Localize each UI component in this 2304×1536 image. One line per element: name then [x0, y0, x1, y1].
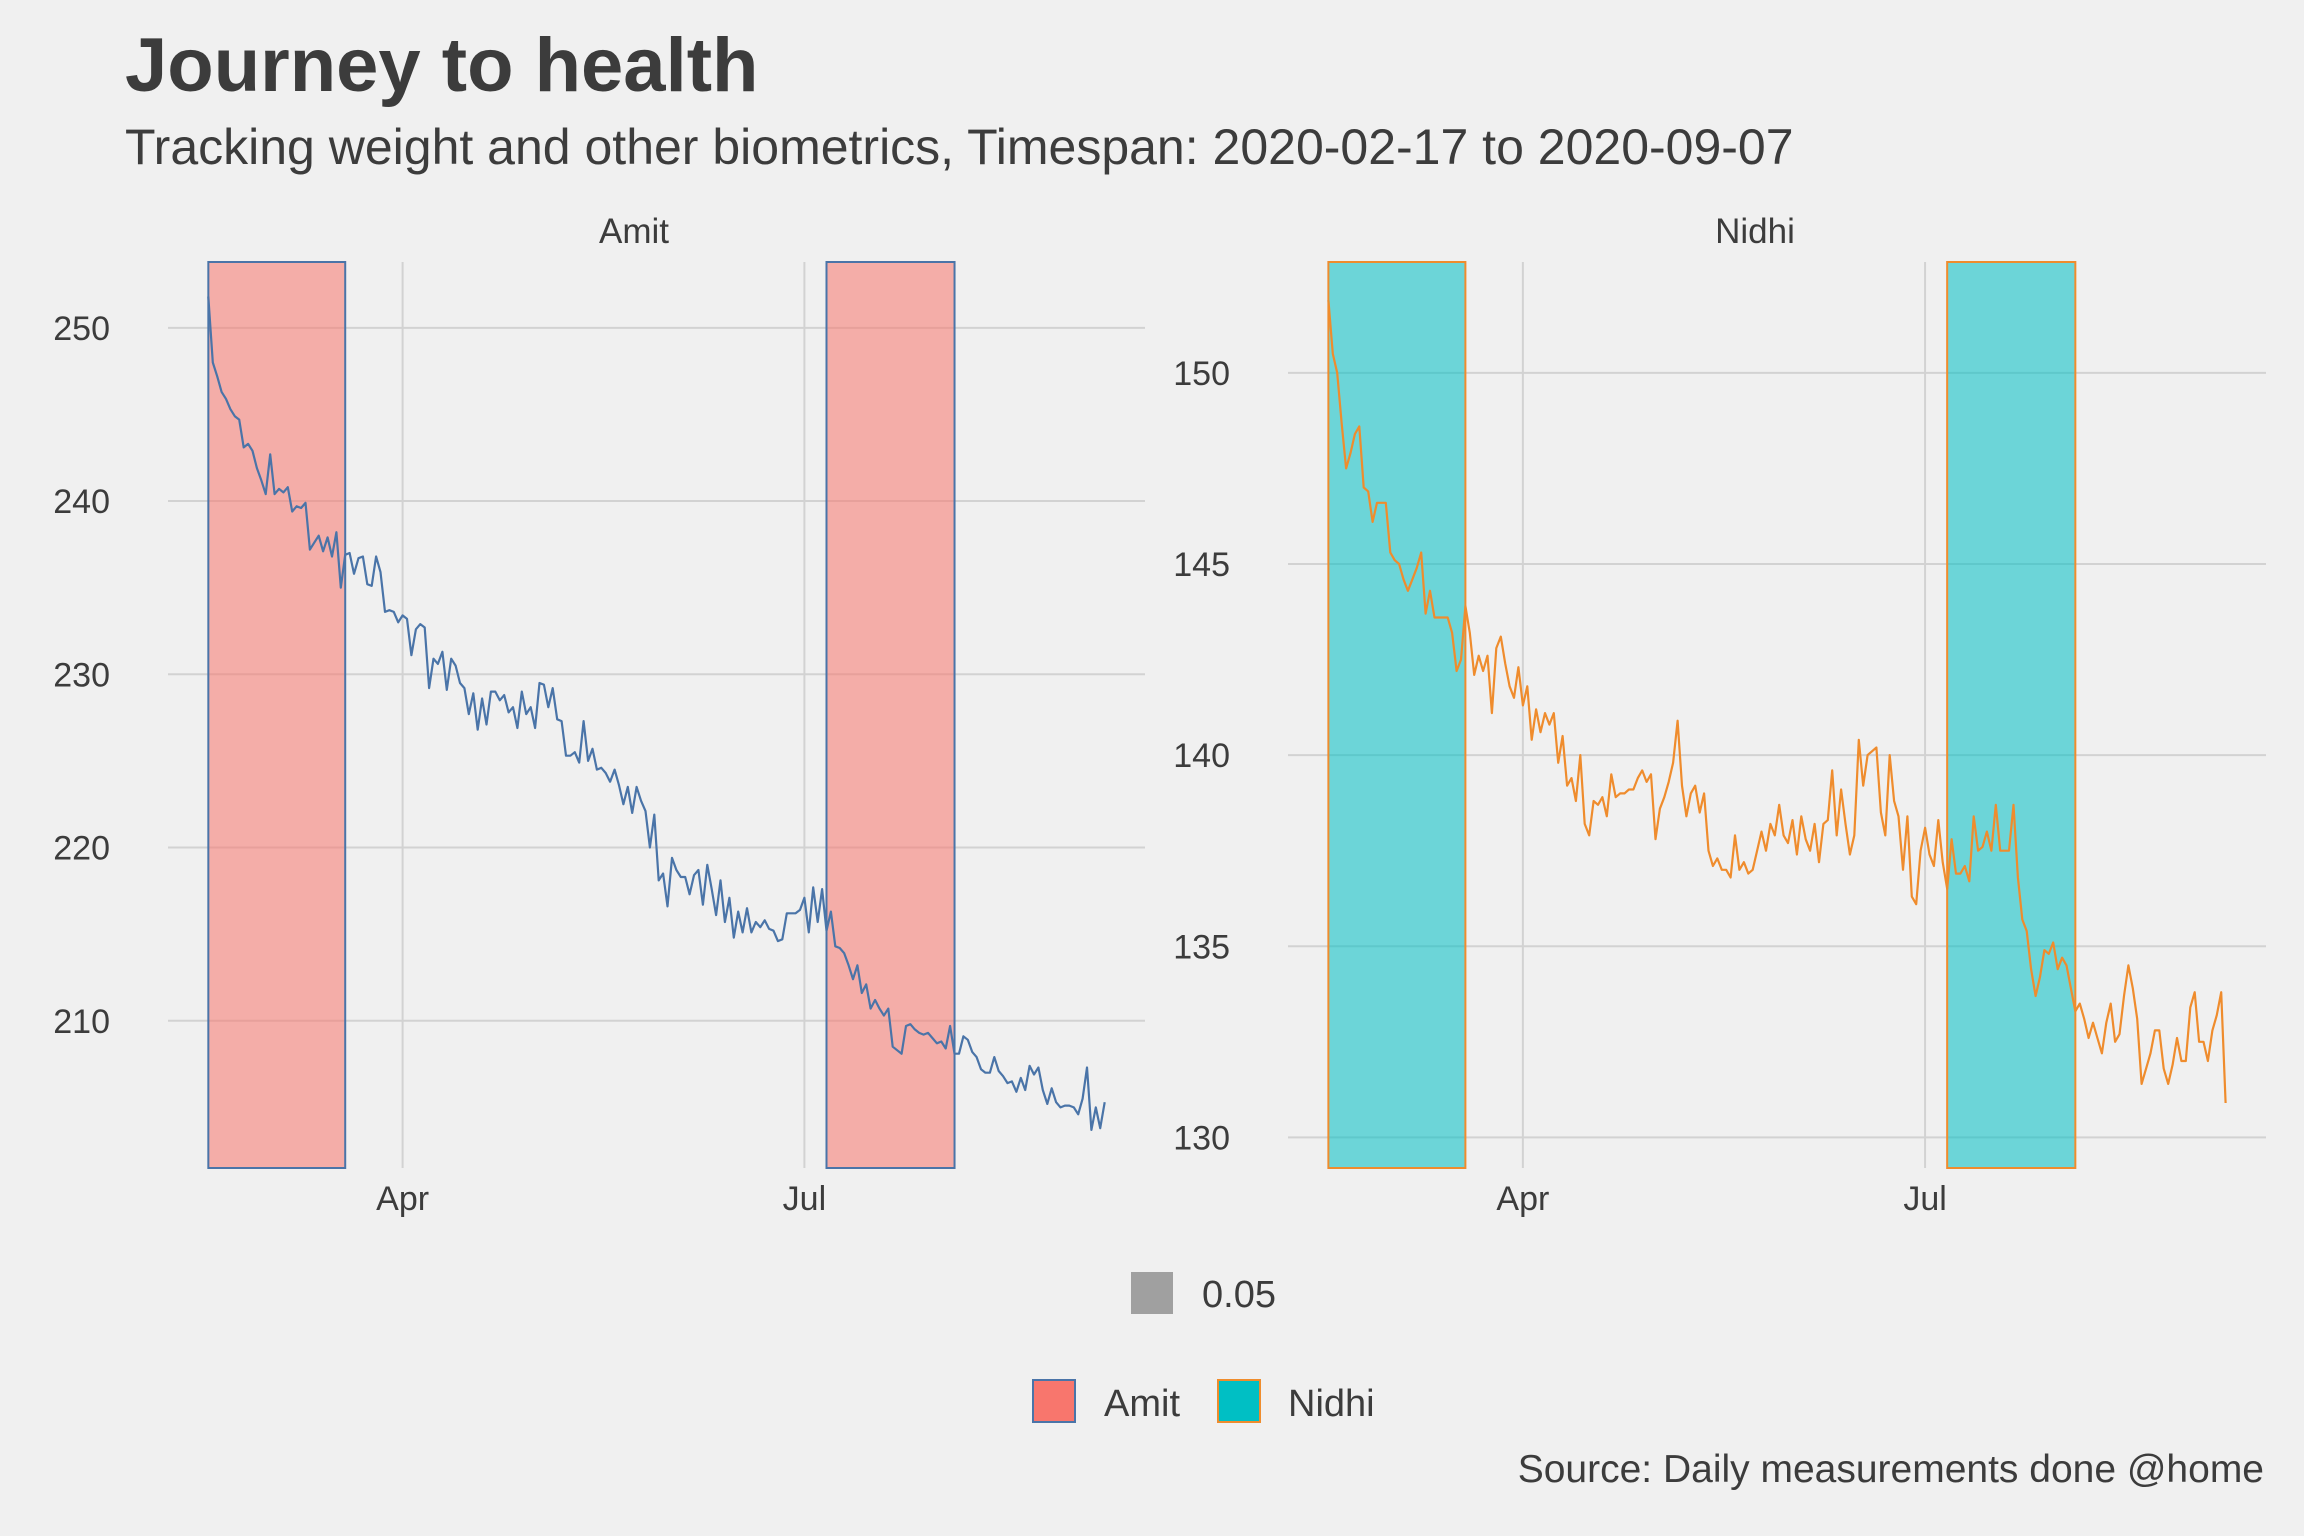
y-tick-label-amit: 230	[53, 656, 110, 694]
y-tick-label-nidhi: 150	[1173, 355, 1230, 393]
alpha-legend-swatch	[1131, 1272, 1173, 1314]
x-tick-label-nidhi: Apr	[1496, 1180, 1549, 1218]
y-tick-label-nidhi: 130	[1173, 1119, 1230, 1157]
shaded-period-amit-1	[207, 261, 347, 1169]
chart-title: Journey to health	[125, 23, 759, 108]
facet-panel-nidhi: Nidhi 130 135 140 145 150 Apr Jul	[1173, 212, 2266, 1218]
facet-label-amit: Amit	[599, 212, 669, 251]
y-tick-label-amit: 220	[53, 830, 110, 868]
chart-subtitle: Tracking weight and other biometrics, Ti…	[125, 119, 1794, 175]
y-tick-label-nidhi: 135	[1173, 928, 1230, 966]
series-line-amit	[207, 296, 1106, 1131]
y-tick-label-amit: 250	[53, 310, 110, 348]
facet-panel-amit: Amit 210 220 230 240 250 Apr Jul	[53, 212, 1145, 1218]
legend-swatch-amit	[1032, 1379, 1076, 1423]
facet-label-nidhi: Nidhi	[1715, 212, 1795, 251]
shaded-period-nidhi-1	[1327, 261, 1467, 1169]
shaded-period-nidhi-2	[1946, 261, 2077, 1169]
x-tick-label-amit: Apr	[376, 1180, 429, 1218]
x-tick-label-amit: Jul	[783, 1180, 826, 1218]
legend-label-amit: Amit	[1104, 1383, 1180, 1425]
legend: 0.05 Amit Nidhi	[1032, 1272, 1375, 1425]
series-line-nidhi	[1327, 300, 2227, 1104]
legend-swatch-nidhi	[1217, 1379, 1261, 1423]
alpha-legend-label: 0.05	[1202, 1274, 1276, 1316]
y-tick-label-amit: 210	[53, 1003, 110, 1041]
y-tick-label-nidhi: 145	[1173, 546, 1230, 584]
y-tick-label-amit: 240	[53, 483, 110, 521]
y-tick-label-nidhi: 140	[1173, 737, 1230, 775]
x-tick-label-nidhi: Jul	[1903, 1180, 1946, 1218]
shaded-period-amit-2	[825, 261, 956, 1169]
legend-label-nidhi: Nidhi	[1288, 1383, 1375, 1425]
chart-caption: Source: Daily measurements done @home	[1517, 1448, 2264, 1491]
